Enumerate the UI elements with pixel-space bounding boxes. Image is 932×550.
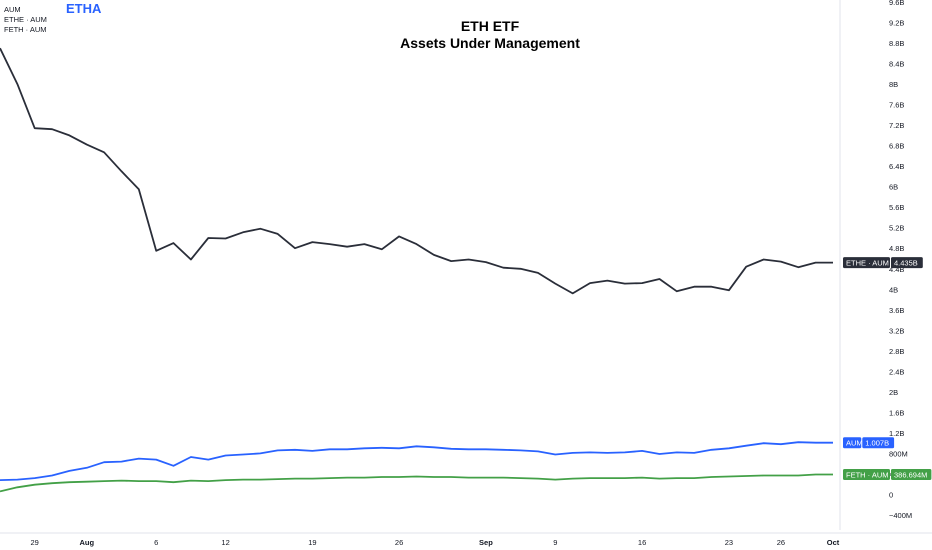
series-line-0: [0, 47, 833, 295]
series-tag-name-bg: [843, 257, 890, 269]
series-tag-name: AUM: [846, 439, 863, 448]
y-tick-label: 9.2B: [889, 19, 904, 28]
x-tick-label: 19: [308, 538, 316, 547]
x-tick-label: Sep: [479, 538, 493, 547]
series-tag-value-bg: [862, 437, 895, 449]
y-tick-label: 4.8B: [889, 244, 904, 253]
x-axis: 29 Aug 6 12 19 26 Sep 9 16 23 26 Oct: [31, 538, 840, 547]
y-tick-label: 7.2B: [889, 121, 904, 130]
y-tick-label: 9.6B: [889, 0, 904, 7]
y-tick-label: 3.6B: [889, 306, 904, 315]
y-tick-label: 2.8B: [889, 347, 904, 356]
x-tick-label: 9: [553, 538, 557, 547]
y-tick-label: 2.4B: [889, 367, 904, 376]
series-tag-1: AUM 1.007B: [843, 437, 895, 449]
y-tick-label: 6.8B: [889, 142, 904, 151]
series-tag-value: 386.694M: [894, 471, 927, 480]
y-tick-label: −400M: [889, 511, 912, 520]
x-tick-label: 12: [221, 538, 229, 547]
series-tag-value-bg: [891, 257, 923, 269]
series-tag-value: 1.007B: [865, 439, 889, 448]
y-tick-label: 8B: [889, 80, 898, 89]
x-tick-label: 29: [31, 538, 39, 547]
x-tick-label: 26: [777, 538, 785, 547]
y-tick-label: 8.4B: [889, 60, 904, 69]
x-tick-label: 26: [395, 538, 403, 547]
series-tag-0: ETHE · AUM 4.435B: [843, 257, 923, 269]
x-tick-label: 23: [725, 538, 733, 547]
series-line-1: [0, 441, 833, 481]
legend-item-ethe[interactable]: ETHE · AUM: [4, 15, 47, 24]
x-tick-label: 6: [154, 538, 158, 547]
legend-item-feth[interactable]: FETH · AUM: [4, 25, 47, 34]
x-tick-label: Aug: [80, 538, 95, 547]
y-tick-label: 4B: [889, 285, 898, 294]
y-tick-label: 2B: [889, 388, 898, 397]
price-tags: ETHE · AUM 4.435B AUM 1.007B FETH · AUM 386.6…: [843, 257, 932, 480]
series-tag-name-bg: [843, 437, 862, 449]
chart-title-line1: ETH ETF: [460, 18, 520, 34]
series-line-2: [0, 473, 833, 493]
y-tick-label: 0: [889, 491, 893, 500]
plot-lines: [0, 47, 833, 493]
y-tick-label: 5.6B: [889, 203, 904, 212]
series-tag-name: ETHE · AUM: [846, 259, 889, 268]
y-tick-label: 800M: [889, 449, 908, 458]
chart-title: ETH ETF Assets Under Management: [340, 18, 640, 52]
y-tick-label: 1.2B: [889, 429, 904, 438]
y-tick-label: 1.6B: [889, 408, 904, 417]
x-tick-label: 16: [638, 538, 646, 547]
symbol-name[interactable]: ETHA: [66, 1, 102, 16]
x-tick-label: Oct: [827, 538, 840, 547]
y-tick-label: 4.4B: [889, 265, 904, 274]
y-tick-label: 7.6B: [889, 101, 904, 110]
y-tick-label: 8.8B: [889, 39, 904, 48]
series-tag-value: 4.435B: [894, 259, 918, 268]
y-tick-label: 6.4B: [889, 162, 904, 171]
chart-title-line2: Assets Under Management: [400, 35, 580, 51]
legend: AUM ETHE · AUM FETH · AUM: [4, 5, 47, 35]
y-tick-label: 6B: [889, 183, 898, 192]
series-tag-2: FETH · AUM 386.694M: [843, 469, 932, 480]
y-tick-label: 3.2B: [889, 326, 904, 335]
series-tag-value-bg: [891, 469, 932, 480]
series-tag-name: FETH · AUM: [846, 471, 889, 480]
legend-item-aum[interactable]: AUM: [4, 5, 21, 14]
y-tick-label: 5.2B: [889, 224, 904, 233]
series-tag-name-bg: [843, 469, 890, 480]
